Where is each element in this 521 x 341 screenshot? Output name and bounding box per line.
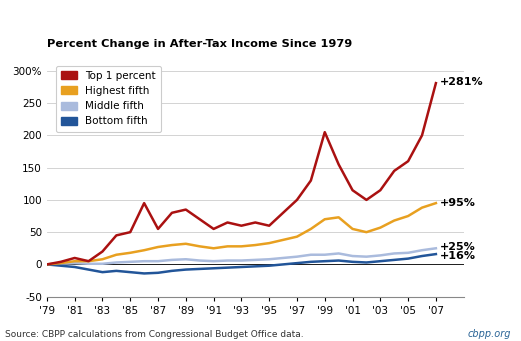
Legend: Top 1 percent, Highest fifth, Middle fifth, Bottom fifth: Top 1 percent, Highest fifth, Middle fif…	[56, 65, 162, 132]
Text: +16%: +16%	[440, 251, 476, 261]
Text: cbpp.org: cbpp.org	[467, 329, 511, 339]
Text: Figure 1:: Figure 1:	[235, 10, 286, 23]
Text: Percent Change in After-Tax Income Since 1979: Percent Change in After-Tax Income Since…	[47, 40, 352, 49]
Text: Income Gains at the Top Dwarf Those of Low- and Middle-Income Households: Income Gains at the Top Dwarf Those of L…	[5, 30, 516, 43]
Text: +95%: +95%	[440, 198, 476, 208]
Text: +281%: +281%	[440, 77, 483, 87]
Text: +25%: +25%	[440, 242, 476, 252]
Text: Source: CBPP calculations from Congressional Budget Office data.: Source: CBPP calculations from Congressi…	[5, 330, 304, 339]
